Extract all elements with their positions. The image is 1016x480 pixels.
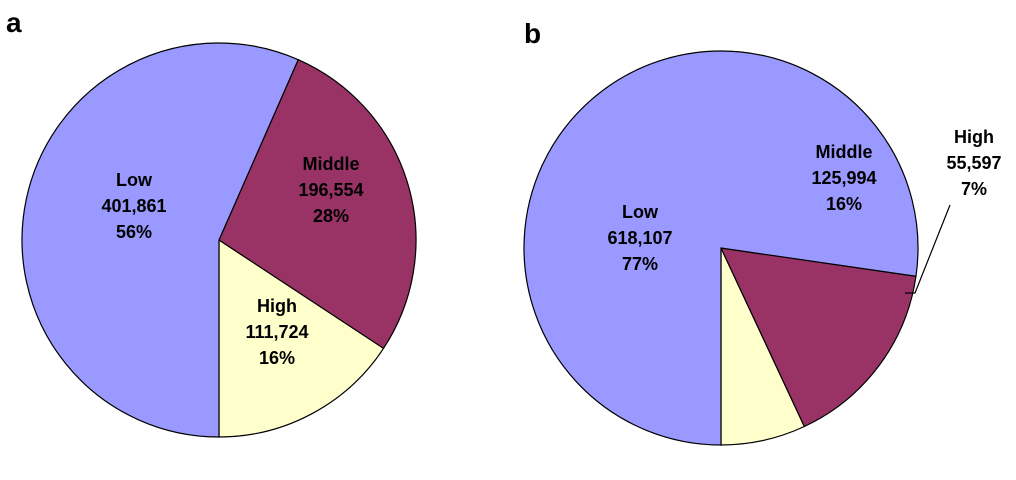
slice-label-b-low: Low 618,107 77% bbox=[607, 202, 672, 274]
slice-label-a-middle: Middle 196,554 28% bbox=[298, 154, 363, 226]
panel-label-b: b bbox=[524, 18, 541, 49]
slice-label-a-high: High 111,724 16% bbox=[245, 296, 308, 368]
slice-category: Low bbox=[622, 202, 659, 222]
slice-label-b-high: High 55,597 7% bbox=[946, 127, 1001, 199]
slice-percent: 77% bbox=[622, 254, 658, 274]
slice-percent: 16% bbox=[259, 348, 295, 368]
slice-category: High bbox=[954, 127, 994, 147]
slice-category: Low bbox=[116, 170, 153, 190]
slice-value: 618,107 bbox=[607, 228, 672, 248]
slice-label-a-low: Low 401,861 56% bbox=[101, 170, 166, 242]
slice-category: Middle bbox=[816, 142, 873, 162]
slice-label-b-middle: Middle 125,994 16% bbox=[811, 142, 876, 214]
slice-value: 125,994 bbox=[811, 168, 876, 188]
slice-percent: 16% bbox=[826, 194, 862, 214]
slice-percent: 28% bbox=[313, 206, 349, 226]
slice-value: 401,861 bbox=[101, 196, 166, 216]
pie-slice-b-low bbox=[523, 50, 919, 446]
pie-slice-a-middle bbox=[218, 58, 417, 350]
slice-category: High bbox=[257, 296, 297, 316]
pie-slice-a-low bbox=[21, 42, 300, 438]
panel-label-a: a bbox=[6, 7, 22, 38]
pie-chart-a: a Low 401,861 56% Middle 196,554 28% High 111,72… bbox=[6, 7, 417, 438]
slice-value: 55,597 bbox=[946, 153, 1001, 173]
pie-chart-b: b Low 618,107 77% Middle 125,994 16% High 55,597… bbox=[523, 18, 1002, 446]
slice-value: 196,554 bbox=[298, 180, 363, 200]
slice-percent: 7% bbox=[961, 179, 987, 199]
leader-line-b-high bbox=[905, 204, 951, 294]
pie-slice-a-high bbox=[218, 238, 385, 438]
slice-percent: 56% bbox=[116, 222, 152, 242]
slice-value: 111,724 bbox=[245, 322, 308, 342]
slice-category: Middle bbox=[303, 154, 360, 174]
